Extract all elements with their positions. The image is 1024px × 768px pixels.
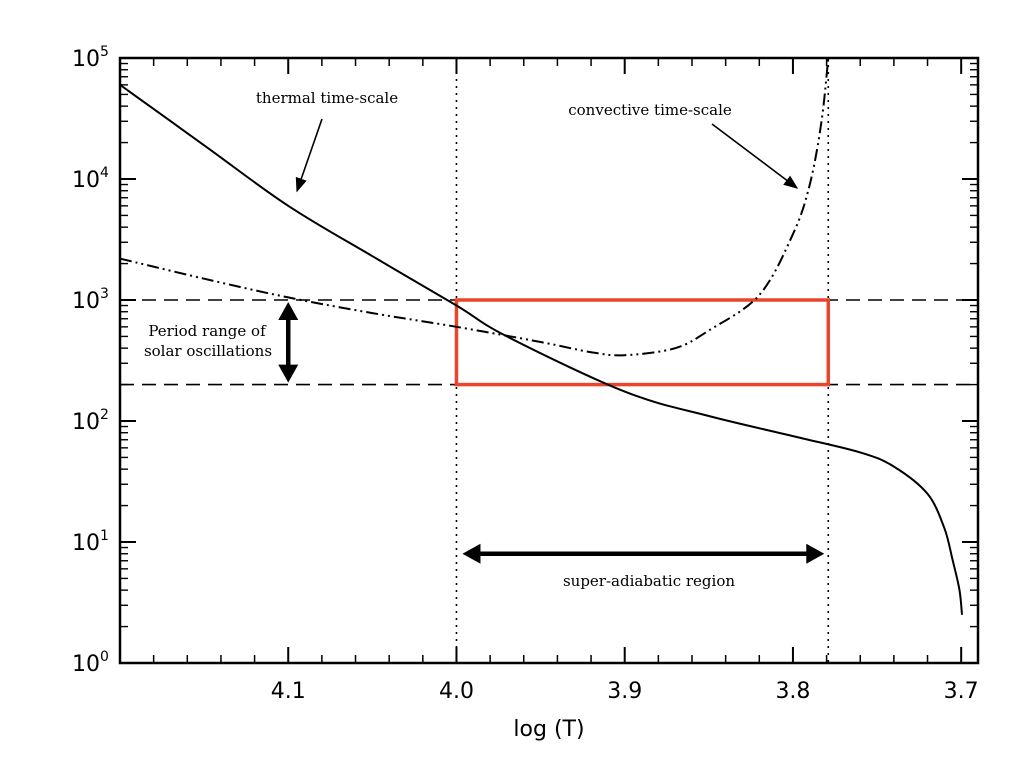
x-axis-title: log (T): [513, 717, 584, 742]
y-tick-label-1e2: 102: [72, 407, 109, 435]
range-arrow-super-adiabatic-region-head-start: [462, 543, 481, 564]
period-range-label-line1: Period range of: [148, 322, 267, 340]
y-tick-label-1e4: 104: [72, 165, 109, 193]
x-tick-label-3.7: 3.7: [944, 679, 979, 704]
thermal-pointer-arrow: [295, 118, 323, 193]
y-tick-label-1e0: 100: [72, 649, 109, 677]
x-tick-label-3.8: 3.8: [775, 679, 810, 704]
y-tick-label-1e3: 103: [72, 286, 109, 314]
convective-pointer-arrow: [711, 123, 799, 189]
x-tick-label-3.9: 3.9: [607, 679, 642, 704]
range-arrow-super-adiabatic-region: [462, 543, 825, 564]
range-arrow-period-range-head-start: [278, 302, 299, 320]
x-tick-label-4.1: 4.1: [271, 679, 306, 704]
range-arrow-period-range: [278, 302, 299, 383]
highlight-box-group: [454, 298, 831, 387]
super-adiabatic-region-label: super-adiabatic region: [563, 572, 735, 590]
plot-frame: [118, 56, 980, 665]
y-tick-label-1e1: 101: [72, 528, 109, 556]
range-arrows-group: [278, 302, 825, 564]
x-tick-label-4.0: 4.0: [439, 679, 474, 704]
axis-ticks: [120, 57, 978, 664]
highlight-box: [454, 298, 831, 387]
tick-labels: 4.1 4.0 3.9 3.8 3.7 100 101 102 103 104 105: [72, 44, 979, 704]
series-line-thermal-time-scale: [120, 83, 963, 615]
y-tick-label-1e5: 105: [72, 44, 109, 72]
convective-timescale-label: convective time-scale: [568, 101, 732, 119]
reference-lines: [120, 58, 978, 663]
series-group: [120, 58, 963, 615]
range-arrow-period-range-head-end: [278, 364, 299, 383]
range-arrow-super-adiabatic-region-head-end: [806, 543, 825, 564]
thermal-timescale-label: thermal time-scale: [256, 89, 398, 107]
series-line-convective-time-scale: [120, 58, 830, 357]
period-range-label-line2: solar oscillations: [144, 342, 272, 360]
